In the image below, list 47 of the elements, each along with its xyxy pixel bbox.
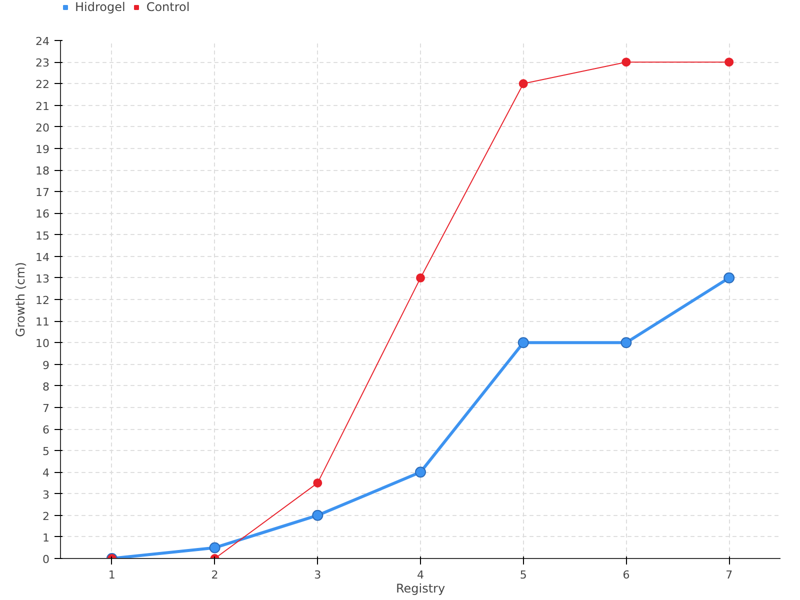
y-tick-label: 22 [36,78,50,92]
point [416,273,425,282]
y-tick-label: 17 [36,186,50,200]
y-axis-title: Growth (cm) [14,262,28,337]
x-tick-label: 4 [417,568,424,582]
point [209,542,220,554]
y-tick-label: 5 [42,445,50,458]
point [724,272,735,284]
y-tick-label: 4 [42,466,50,480]
legend-label: Control [146,0,190,14]
y-tick-label: 12 [36,294,50,307]
y-tick-label: 1 [42,531,50,544]
x-tick-label: 3 [314,568,322,582]
point [620,337,632,348]
y-tick-label: 19 [36,142,50,156]
y-tick-label: 2 [42,510,50,523]
y-tick-label: 21 [36,100,50,113]
x-tick-label: 7 [726,568,733,582]
y-tick-label: 9 [42,358,50,372]
y-tick-label: 3 [42,488,50,502]
y-tick-label: 11 [36,316,50,329]
y-tick-label: 14 [36,250,50,264]
point [622,58,631,67]
point [312,510,324,521]
point [518,337,529,348]
x-tick-label: 6 [622,568,630,582]
x-tick-label: 5 [520,568,527,582]
x-tick-label: 2 [211,568,218,582]
y-tick-label: 23 [36,56,50,70]
y-tick-label: 15 [36,229,50,242]
y-tick-label: 8 [42,380,50,394]
y-tick-label: 13 [36,272,50,286]
legend-label: Hidrogel [75,0,126,14]
y-tick-label: 7 [42,402,50,415]
y-tick-label: 16 [36,208,50,221]
y-tick-label: 0 [42,553,50,566]
point [518,79,528,88]
x-tick-label: 1 [108,568,116,582]
x-axis-title: Registry [396,582,446,596]
point [415,466,426,478]
point [724,58,734,67]
y-tick-label: 20 [36,121,50,134]
y-tick-label: 10 [36,337,50,350]
y-tick-label: 6 [42,424,50,436]
point [313,478,322,488]
y-tick-label: 24 [36,35,50,48]
y-tick-label: 18 [36,164,50,178]
